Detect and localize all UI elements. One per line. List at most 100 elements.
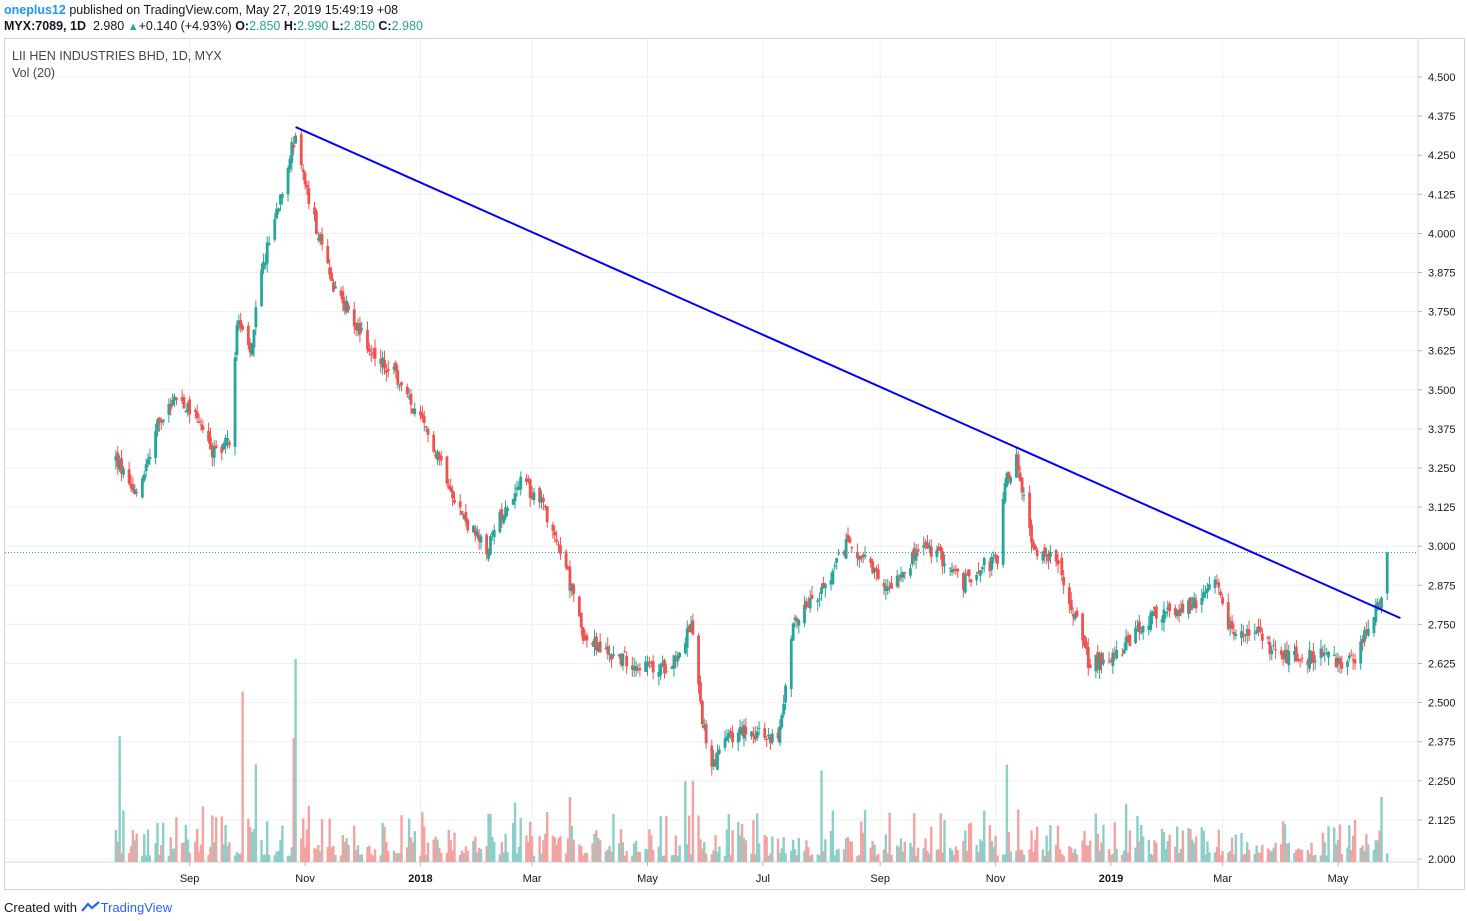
x-tick-label: Mar xyxy=(523,873,542,885)
volume-bar xyxy=(1346,847,1349,862)
y-tick-label: 3.875 xyxy=(1428,268,1456,280)
candle-body xyxy=(1272,644,1276,646)
candle-body xyxy=(1268,642,1272,655)
volume-bar xyxy=(188,852,191,862)
volume-bar xyxy=(884,834,888,862)
candle-body xyxy=(982,558,986,566)
candle-body xyxy=(159,420,163,422)
volume-bar xyxy=(1261,844,1264,862)
volume-bar xyxy=(527,841,530,862)
volume-bar xyxy=(937,849,941,862)
candle-body xyxy=(1300,658,1304,660)
candle-body xyxy=(740,729,744,735)
volume-bar xyxy=(863,810,867,862)
candle-body xyxy=(604,647,608,649)
volume-bar xyxy=(844,838,848,862)
volume-bar xyxy=(818,855,821,862)
volume-bar xyxy=(1028,849,1031,862)
candle-body xyxy=(1122,649,1126,654)
volume-bar xyxy=(196,828,199,862)
y-tick-label: 2.875 xyxy=(1428,580,1456,592)
candle-body xyxy=(1088,664,1092,669)
y-tick-label: 3.000 xyxy=(1428,541,1456,553)
volume-bar xyxy=(266,821,269,862)
candle-body xyxy=(1083,635,1086,646)
volume-bar xyxy=(426,842,430,862)
candle-body xyxy=(303,172,307,185)
volume-bar xyxy=(1280,844,1283,862)
candle-body xyxy=(1177,610,1181,616)
volume-bar xyxy=(1121,854,1124,862)
candle-body xyxy=(619,654,623,665)
candle-body xyxy=(171,399,175,406)
candle-body xyxy=(818,598,822,600)
candle-body xyxy=(383,359,386,369)
candle-body xyxy=(144,464,148,472)
y-tick-label: 4.000 xyxy=(1428,228,1456,240)
volume-bar xyxy=(564,853,568,862)
candle-body xyxy=(912,547,916,559)
candle-body xyxy=(663,660,666,674)
candle-body xyxy=(676,655,680,662)
candle-body xyxy=(1168,603,1172,612)
volume-bar xyxy=(810,854,814,862)
candle-body xyxy=(167,403,171,415)
volume-bar xyxy=(141,855,144,862)
candle-body xyxy=(1206,588,1209,593)
candle-body xyxy=(831,570,835,585)
volume-bar xyxy=(790,850,793,862)
volume-bar xyxy=(1227,852,1230,862)
volume-bar xyxy=(1312,855,1315,862)
volume-bar xyxy=(544,833,547,862)
candle-body xyxy=(1043,547,1047,557)
volume-bar xyxy=(791,839,795,862)
volume-bar xyxy=(807,847,810,862)
candle-body xyxy=(952,569,956,571)
candle-body xyxy=(1054,549,1058,562)
candle-body xyxy=(876,569,880,579)
volume-bar xyxy=(776,838,780,862)
candle-body xyxy=(744,726,748,735)
candle-body xyxy=(409,394,413,405)
volume-bar xyxy=(835,849,838,862)
volume-bar xyxy=(1268,850,1272,862)
volume-bar xyxy=(782,837,785,862)
volume-bar xyxy=(1232,854,1236,862)
candle-body xyxy=(479,536,483,543)
volume-bar xyxy=(939,813,942,862)
volume-bar xyxy=(572,839,575,862)
volume-bar xyxy=(197,852,201,862)
candle-body xyxy=(1075,610,1079,617)
candle-body xyxy=(1338,657,1342,665)
volume-bar xyxy=(144,855,148,862)
author-link[interactable]: oneplus12 xyxy=(4,3,66,17)
volume-bar xyxy=(464,846,468,862)
volume-bar xyxy=(313,848,316,862)
candle-body xyxy=(979,570,982,576)
candle-body xyxy=(358,322,362,335)
volume-bar xyxy=(1310,842,1313,862)
candle-body xyxy=(717,749,721,754)
candle-body xyxy=(1260,633,1264,641)
y-tick-label: 3.625 xyxy=(1428,346,1456,358)
volume-bar xyxy=(1168,834,1171,862)
volume-bar xyxy=(678,845,681,862)
candle-body xyxy=(712,759,716,767)
candle-body xyxy=(1154,606,1158,619)
volume-bar xyxy=(222,844,225,862)
volume-bar xyxy=(829,830,833,862)
volume-bar xyxy=(1141,836,1145,862)
volume-bar xyxy=(593,833,596,862)
candle-body xyxy=(477,535,481,542)
volume-bar xyxy=(1350,850,1353,862)
volume-bar xyxy=(1191,839,1194,862)
candle-body xyxy=(579,612,583,628)
candle-body xyxy=(630,665,634,670)
volume-bar xyxy=(1102,824,1105,862)
candle-body xyxy=(210,445,214,458)
candle-body xyxy=(1340,662,1344,669)
candle-body xyxy=(419,411,422,416)
tradingview-link[interactable]: TradingView xyxy=(100,900,173,915)
candle-body xyxy=(1281,651,1285,660)
